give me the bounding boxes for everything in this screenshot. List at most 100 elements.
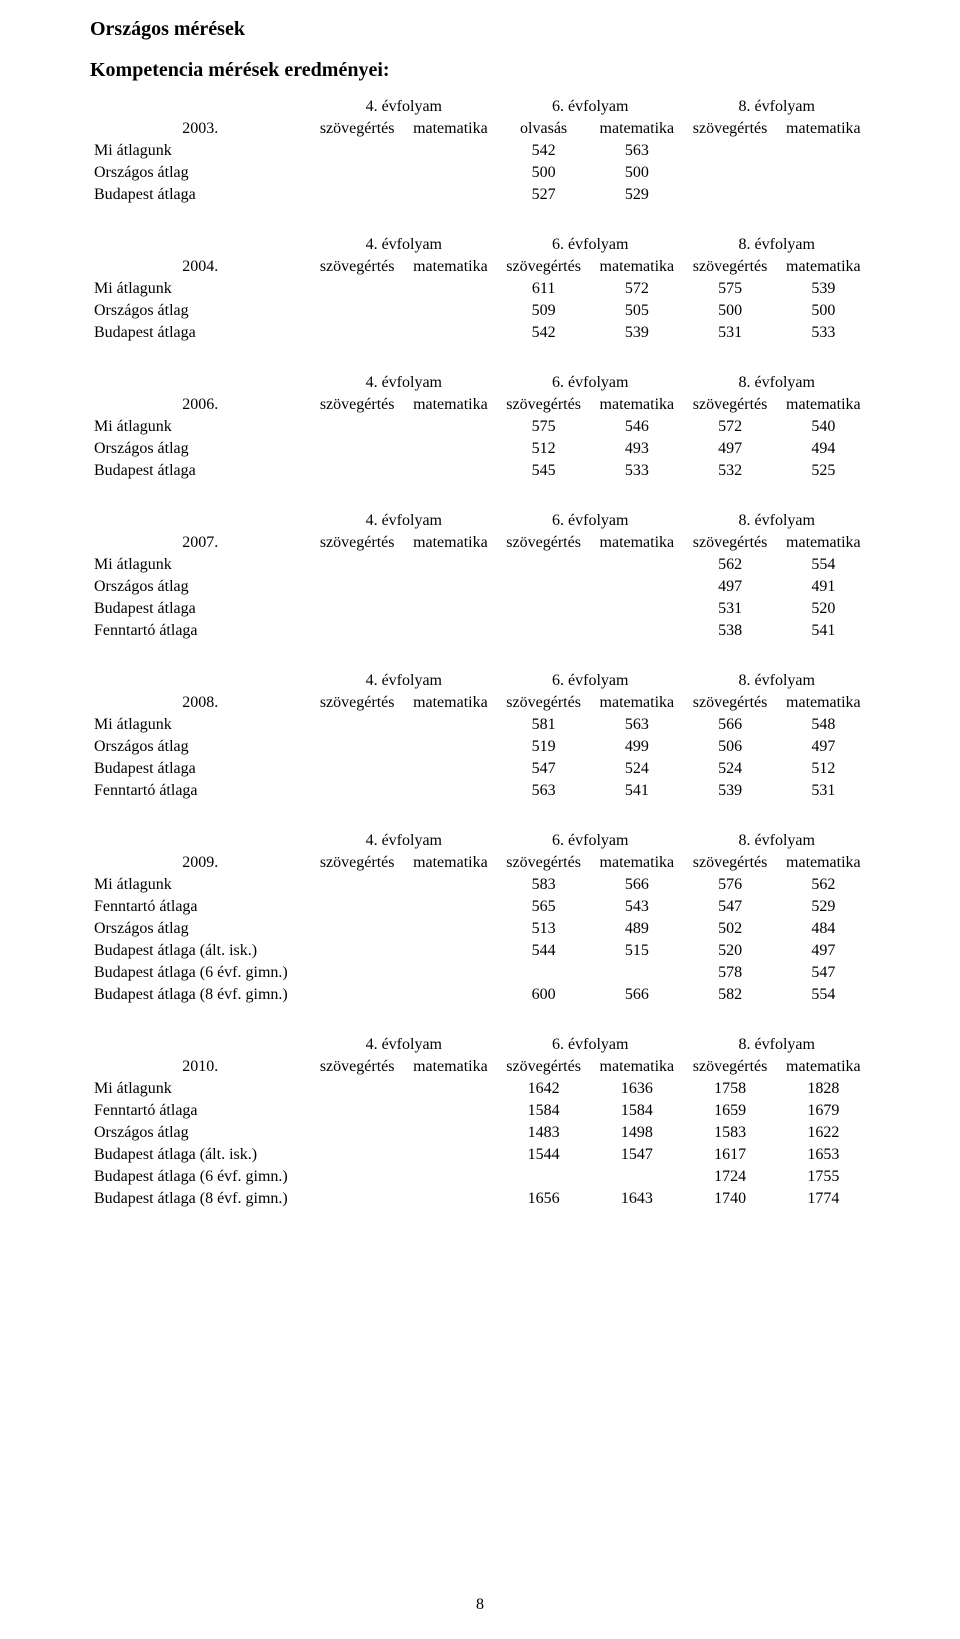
subject-header: szövegértés (683, 394, 776, 416)
value-cell (404, 984, 497, 1006)
table-row: Országos átlag1483149815831622 (90, 1122, 870, 1144)
subject-header: szövegértés (497, 1056, 590, 1078)
subject-header: szövegértés (497, 256, 590, 278)
value-cell: 494 (777, 438, 870, 460)
subject-header: szövegértés (683, 852, 776, 874)
page-subtitle: Kompetencia mérések eredményei: (90, 59, 870, 82)
value-cell (311, 438, 404, 460)
value-cell: 543 (590, 896, 683, 918)
value-cell (311, 184, 404, 206)
table-row: Országos átlag512493497494 (90, 438, 870, 460)
value-cell (683, 162, 776, 184)
value-cell: 513 (497, 918, 590, 940)
value-cell: 500 (777, 300, 870, 322)
row-label: Budapest átlaga (ált. isk.) (90, 940, 311, 962)
row-label: Országos átlag (90, 162, 311, 184)
value-cell (590, 962, 683, 984)
row-label: Országos átlag (90, 576, 311, 598)
value-cell: 505 (590, 300, 683, 322)
value-cell (311, 758, 404, 780)
value-cell (404, 1144, 497, 1166)
value-cell (311, 576, 404, 598)
grade-header: 6. évfolyam (497, 372, 683, 394)
table-row: Fenntartó átlaga1584158416591679 (90, 1100, 870, 1122)
subject-header: matematika (404, 532, 497, 554)
measurement-table: 2006.4. évfolyam6. évfolyam8. évfolyamsz… (90, 372, 870, 482)
subject-header: matematika (590, 118, 683, 140)
table-row: Fenntartó átlaga538541 (90, 620, 870, 642)
value-cell: 499 (590, 736, 683, 758)
value-cell (777, 140, 870, 162)
value-cell (311, 1166, 404, 1188)
value-cell: 512 (777, 758, 870, 780)
row-label: Mi átlagunk (90, 874, 311, 896)
value-cell: 575 (497, 416, 590, 438)
value-cell: 497 (683, 438, 776, 460)
table-row: Budapest átlaga (8 évf. gimn.)1656164317… (90, 1188, 870, 1210)
grade-header: 8. évfolyam (683, 96, 870, 118)
value-cell: 524 (683, 758, 776, 780)
value-cell: 1498 (590, 1122, 683, 1144)
table-row: Országos átlag497491 (90, 576, 870, 598)
table-row: Budapest átlaga (6 évf. gimn.)578547 (90, 962, 870, 984)
table-row: Országos átlag500500 (90, 162, 870, 184)
value-cell (497, 576, 590, 598)
subject-header: matematika (777, 256, 870, 278)
row-label: Budapest átlaga (8 évf. gimn.) (90, 1188, 311, 1210)
value-cell: 1755 (777, 1166, 870, 1188)
table-row: Budapest átlaga547524524512 (90, 758, 870, 780)
subject-header: matematika (404, 692, 497, 714)
value-cell: 532 (683, 460, 776, 482)
value-cell (404, 300, 497, 322)
value-cell (311, 300, 404, 322)
value-cell: 531 (683, 598, 776, 620)
value-cell (404, 1188, 497, 1210)
value-cell: 506 (683, 736, 776, 758)
grade-header: 8. évfolyam (683, 234, 870, 256)
grade-header: 6. évfolyam (497, 1034, 683, 1056)
table-row: Budapest átlaga (8 évf. gimn.)6005665825… (90, 984, 870, 1006)
row-label: Budapest átlaga (90, 598, 311, 620)
year-label: 2003. (90, 96, 311, 140)
table-row: Mi átlagunk611572575539 (90, 278, 870, 300)
table-row: Budapest átlaga (ált. isk.)1544154716171… (90, 1144, 870, 1166)
value-cell (404, 736, 497, 758)
value-cell: 566 (590, 984, 683, 1006)
value-cell (311, 278, 404, 300)
value-cell: 575 (683, 278, 776, 300)
value-cell: 547 (777, 962, 870, 984)
value-cell: 1643 (590, 1188, 683, 1210)
value-cell (777, 162, 870, 184)
value-cell (404, 1122, 497, 1144)
value-cell: 533 (590, 460, 683, 482)
subject-header: matematika (777, 692, 870, 714)
subject-header: szövegértés (311, 118, 404, 140)
value-cell (404, 940, 497, 962)
subject-header: matematika (404, 1056, 497, 1078)
value-cell: 527 (497, 184, 590, 206)
value-cell: 509 (497, 300, 590, 322)
value-cell: 547 (497, 758, 590, 780)
value-cell (404, 554, 497, 576)
grade-header: 6. évfolyam (497, 234, 683, 256)
value-cell: 1636 (590, 1078, 683, 1100)
value-cell (311, 322, 404, 344)
value-cell: 1653 (777, 1144, 870, 1166)
measurement-table: 2009.4. évfolyam6. évfolyam8. évfolyamsz… (90, 830, 870, 1006)
value-cell: 1544 (497, 1144, 590, 1166)
table-row: Mi átlagunk581563566548 (90, 714, 870, 736)
row-label: Mi átlagunk (90, 714, 311, 736)
value-cell: 497 (777, 736, 870, 758)
value-cell: 541 (777, 620, 870, 642)
subject-header: szövegértés (683, 1056, 776, 1078)
grade-header: 6. évfolyam (497, 96, 683, 118)
subject-header: szövegértés (311, 256, 404, 278)
value-cell (311, 962, 404, 984)
row-label: Budapest átlaga (6 évf. gimn.) (90, 962, 311, 984)
value-cell: 1584 (590, 1100, 683, 1122)
value-cell (497, 554, 590, 576)
value-cell (311, 918, 404, 940)
grade-header: 4. évfolyam (311, 510, 497, 532)
value-cell: 493 (590, 438, 683, 460)
value-cell (683, 184, 776, 206)
